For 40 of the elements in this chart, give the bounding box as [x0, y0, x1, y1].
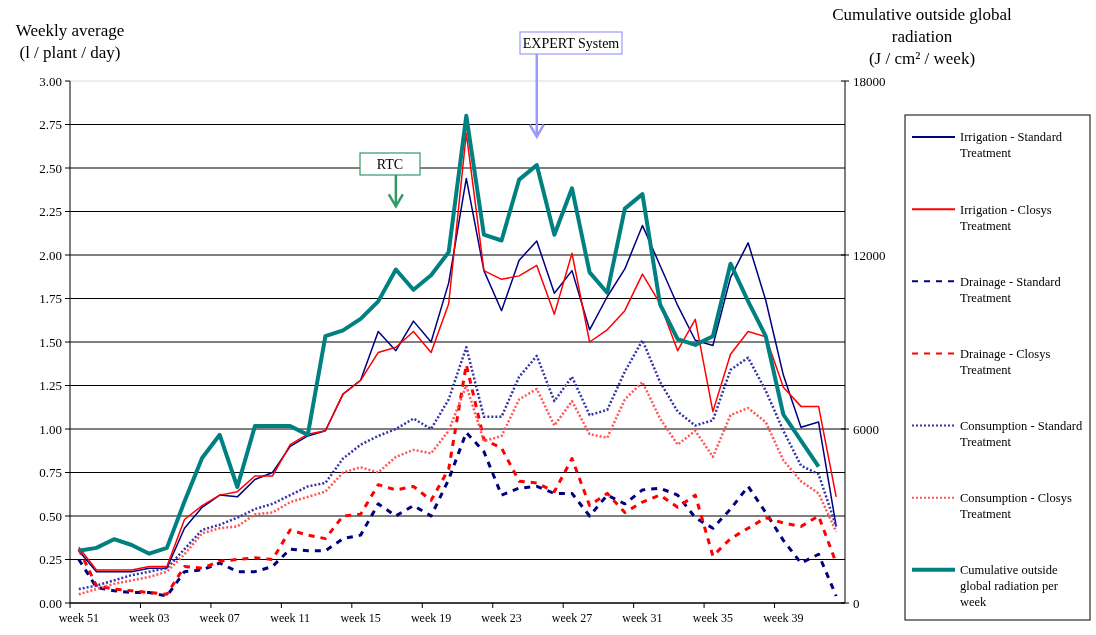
y-tick-label: 0.50: [39, 508, 62, 524]
y2-axis-title: Cumulative outside global radiation (J / cm² / week): [832, 5, 1012, 68]
y2-tick-label: 6000: [853, 421, 879, 437]
x-tick-label: week 23: [481, 611, 522, 625]
y2-tick-label: 12000: [853, 247, 886, 263]
y-tick-label: 2.25: [39, 204, 62, 220]
y2-tick-label: 18000: [853, 73, 886, 89]
x-tick-label: week 51: [58, 611, 99, 625]
y-tick-label: 2.50: [39, 160, 62, 176]
y-tick-label: 2.00: [39, 247, 62, 263]
y-tick-label: 2.75: [39, 117, 62, 133]
y-tick-label: 0.75: [39, 465, 62, 481]
legend-label: Drainage - Closys Treatment: [960, 346, 1051, 377]
y-tick-label: 0.25: [39, 552, 62, 568]
y-tick-label: 1.25: [39, 378, 62, 394]
legend-label: Irrigation - Standard Treatment: [960, 130, 1063, 161]
legend-label: Drainage - Standard Treatment: [960, 274, 1062, 305]
y-tick-label: 1.75: [39, 291, 62, 307]
y-tick-label: 0.00: [39, 595, 62, 611]
text: EXPERT System: [522, 35, 620, 51]
x-tick-label: week 07: [199, 611, 240, 625]
x-tick-label: week 15: [340, 611, 381, 625]
x-tick-label: week 35: [692, 611, 734, 625]
annotation: RTC: [376, 156, 404, 172]
x-tick-label: week 31: [622, 611, 663, 625]
line-series: [77, 430, 838, 598]
x-tick-label: week 03: [129, 611, 170, 625]
y-tick-label: 1.00: [39, 421, 62, 437]
legend-label: Consumption - Standard Treatment: [960, 418, 1083, 449]
y-tick-label: 3.00: [39, 73, 62, 89]
legend-label: Cumulative outside global radiation per week: [960, 563, 1059, 610]
x-tick-label: week 11: [270, 611, 311, 625]
y-tick-label: 1.50: [39, 334, 62, 350]
y-axis-title: Weekly average (l / plant / day): [15, 21, 125, 62]
legend-label: Consumption - Closys Treatment: [960, 491, 1072, 522]
legend-label: Irrigation - Closys Treatment: [960, 202, 1052, 233]
x-tick-label: week 39: [763, 611, 804, 625]
x-tick-label: week 19: [410, 611, 452, 625]
x-tick-label: week 27: [551, 611, 593, 625]
y2-tick-label: 0: [853, 595, 860, 611]
